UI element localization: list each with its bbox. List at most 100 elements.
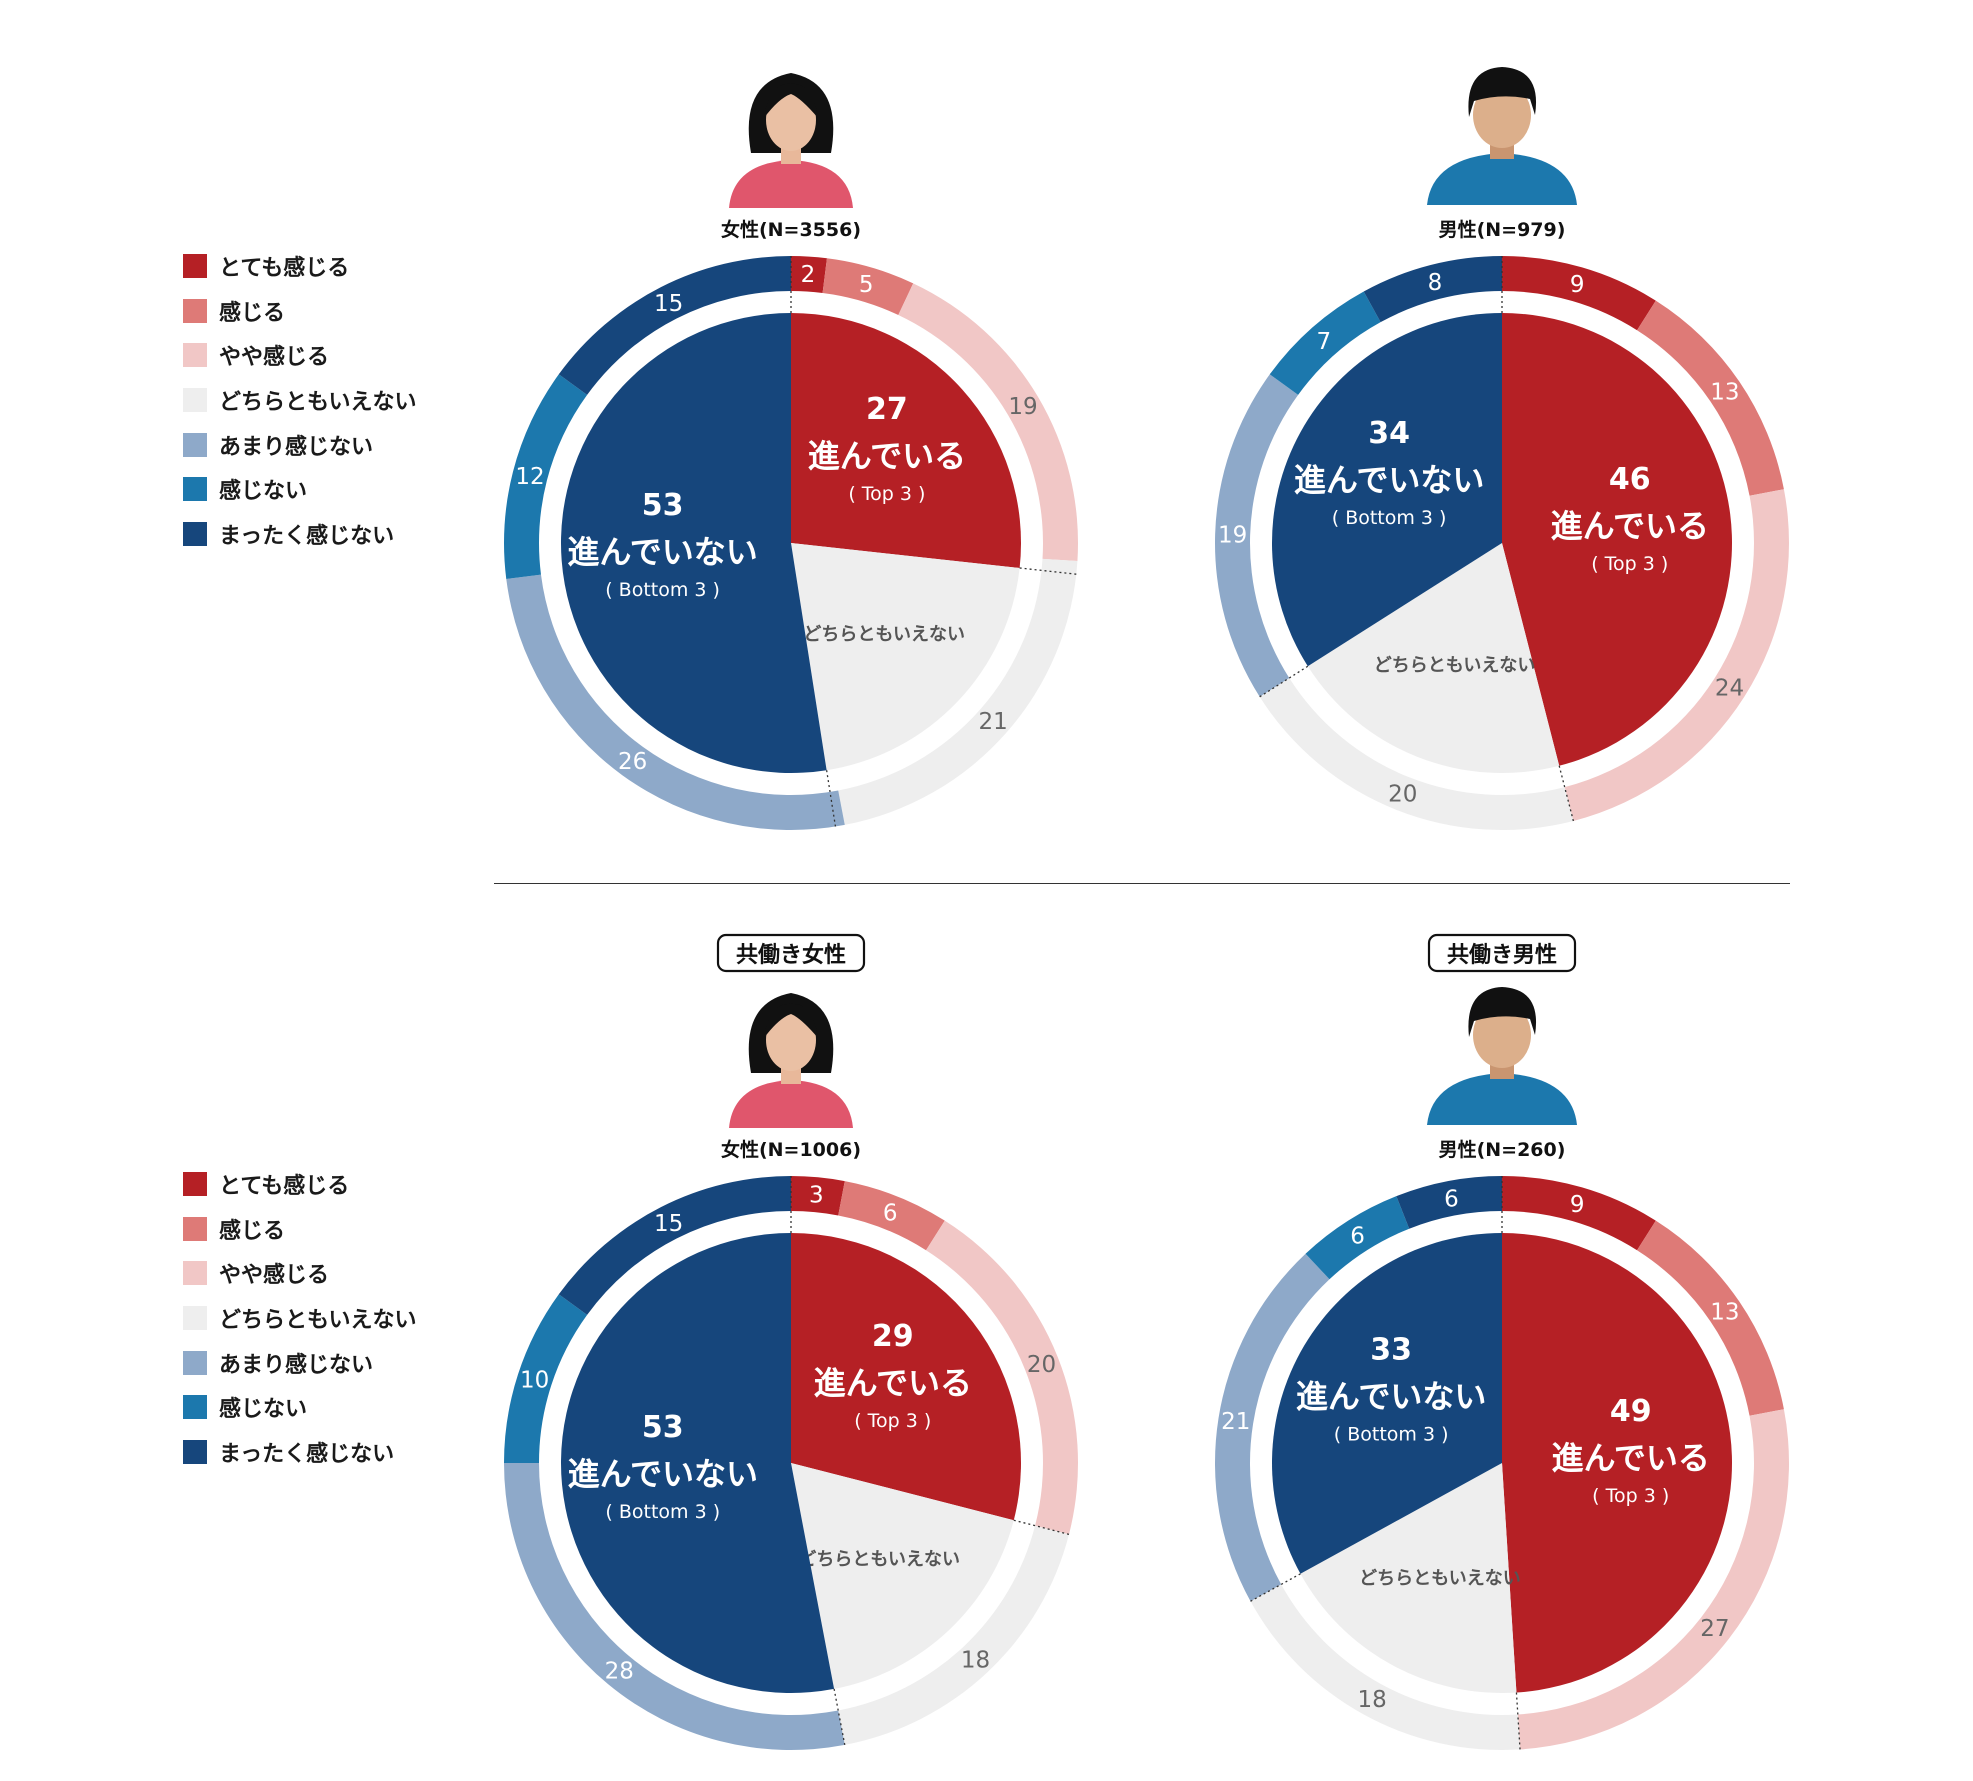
outer-ring-segment — [838, 1181, 945, 1251]
inner-value-label: 46 — [1609, 462, 1651, 497]
inner-value-label: 49 — [1610, 1394, 1652, 1429]
inner-value-label: 33 — [1370, 1332, 1412, 1367]
hair-shape — [1468, 987, 1537, 1037]
inner-pie-segment — [1307, 543, 1560, 773]
legend-item: とても感じる — [183, 244, 417, 289]
outer-value-label: 27 — [1700, 1616, 1729, 1642]
inner-sub-label: ( Bottom 3 ) — [1334, 1423, 1449, 1445]
sample-size-label: 男性(N=260) — [1439, 1138, 1566, 1161]
fringe-shape — [764, 83, 818, 118]
header-tag-frame — [716, 933, 866, 973]
outer-value-label: 13 — [1710, 1300, 1739, 1326]
outer-ring-segment — [898, 283, 1078, 562]
donut-chart: 男性(N=979) 9 13 24 20 19 7 8 46 進んでいる ( Top 3 ) どちらと… — [1215, 67, 1789, 830]
legend-swatch — [183, 298, 207, 323]
legend-item: どちらともいえない — [183, 378, 417, 423]
legend-item: やや感じる — [183, 333, 417, 378]
outer-value-label: 19 — [1008, 394, 1037, 420]
outer-value-label: 2 — [801, 262, 816, 288]
legend-item: とても感じる — [183, 1162, 417, 1207]
inner-label: 進んでいない — [1296, 1377, 1486, 1415]
outer-value-label: 13 — [1710, 380, 1739, 406]
legend-label: どちらともいえない — [219, 390, 417, 416]
legend-swatch — [183, 343, 207, 368]
outer-ring-segment — [1564, 489, 1789, 821]
outer-value-label: 12 — [515, 464, 544, 490]
legend-swatch — [183, 1350, 207, 1375]
legend-label: 感じない — [219, 1397, 308, 1423]
outer-value-label: 9 — [1570, 272, 1585, 298]
outer-value-label: 28 — [605, 1659, 634, 1685]
legend-label: 感じる — [219, 300, 286, 326]
legend-item: まったく感じない — [183, 512, 417, 557]
inner-pie-segment — [791, 1463, 1014, 1689]
inner-sub-label: ( Top 3 ) — [854, 1410, 931, 1432]
inner-label: どちらともいえない — [1374, 655, 1536, 676]
legend-swatch — [183, 432, 207, 457]
outer-ring-segment — [1215, 1253, 1330, 1602]
male-person-icon — [1427, 67, 1577, 205]
outer-ring-segment — [558, 256, 791, 395]
inner-pie-segment — [1502, 313, 1732, 766]
legend-bottom: とても感じる 感じる やや感じる どちらともいえない あまり感じない 感じない まったく感じ… — [183, 1162, 417, 1474]
legend-swatch — [183, 1306, 207, 1331]
outer-value-label: 9 — [1570, 1192, 1585, 1218]
outer-ring-segment — [1250, 1584, 1521, 1750]
outer-ring-segment — [504, 374, 588, 579]
outer-value-label: 10 — [520, 1368, 549, 1394]
outer-ring-segment — [838, 1525, 1069, 1745]
inner-label: 進んでいる — [1551, 507, 1709, 545]
inner-pie-segment — [560, 313, 827, 773]
header-tag: 共働き女性 — [736, 942, 846, 968]
section-divider — [494, 883, 1790, 884]
inner-label: どちらともいえない — [798, 1549, 960, 1570]
inner-label: 進んでいる — [814, 1364, 972, 1402]
outer-value-label: 24 — [1715, 675, 1744, 701]
outer-ring-segment — [1259, 678, 1574, 830]
legend-label: やや感じる — [219, 1263, 330, 1289]
legend-label: とても感じる — [219, 256, 350, 282]
outer-value-label: 5 — [859, 272, 874, 298]
inner-label: 進んでいる — [1552, 1439, 1710, 1477]
outer-value-label: 15 — [654, 291, 683, 317]
inner-pie-segment — [560, 1233, 835, 1693]
legend-label: あまり感じない — [219, 434, 374, 460]
outer-ring-segment — [558, 1176, 791, 1315]
inner-pie-segment — [1272, 313, 1502, 667]
female-person-icon — [729, 73, 853, 208]
inner-label: 進んでいる — [808, 437, 966, 475]
outer-ring-segment — [1269, 291, 1381, 395]
outer-ring-segment — [506, 574, 845, 831]
outer-ring-segment — [1502, 1176, 1656, 1251]
legend-label: 感じない — [219, 479, 308, 505]
legend-item: 感じる — [183, 1207, 417, 1252]
legend-swatch — [183, 1216, 207, 1241]
fringe-shape — [764, 1003, 818, 1038]
inner-sub-label: ( Top 3 ) — [1591, 553, 1668, 575]
inner-label: どちらともいえない — [803, 624, 965, 645]
legend-item: 感じる — [183, 289, 417, 334]
legend-item: 感じない — [183, 467, 417, 512]
inner-sub-label: ( Bottom 3 ) — [605, 579, 720, 601]
outer-ring-segment — [791, 1176, 845, 1216]
header-tag: 共働き男性 — [1447, 942, 1557, 968]
outer-ring-segment — [1305, 1196, 1410, 1280]
legend-swatch — [183, 521, 207, 546]
outer-ring-segment — [791, 256, 827, 293]
face-shape — [766, 89, 816, 151]
outer-value-label: 26 — [618, 749, 647, 775]
legend-swatch — [183, 1261, 207, 1286]
inner-pie-segment — [1272, 1233, 1502, 1574]
legend-label: まったく感じない — [219, 523, 395, 549]
outer-value-label: 3 — [809, 1183, 824, 1209]
legend-item: やや感じる — [183, 1251, 417, 1296]
inner-label: 進んでいない — [568, 1455, 758, 1493]
sample-size-label: 女性(N=1006) — [721, 1138, 861, 1161]
outer-value-label: 21 — [979, 709, 1008, 735]
inner-pie-segment — [791, 1233, 1021, 1521]
donut-chart: 女性(N=3556) 2 5 19 21 26 12 15 27 進んでいる ( Top 3 ) どち… — [504, 73, 1078, 831]
legend-swatch — [183, 477, 207, 502]
outer-value-label: 18 — [1358, 1687, 1387, 1713]
